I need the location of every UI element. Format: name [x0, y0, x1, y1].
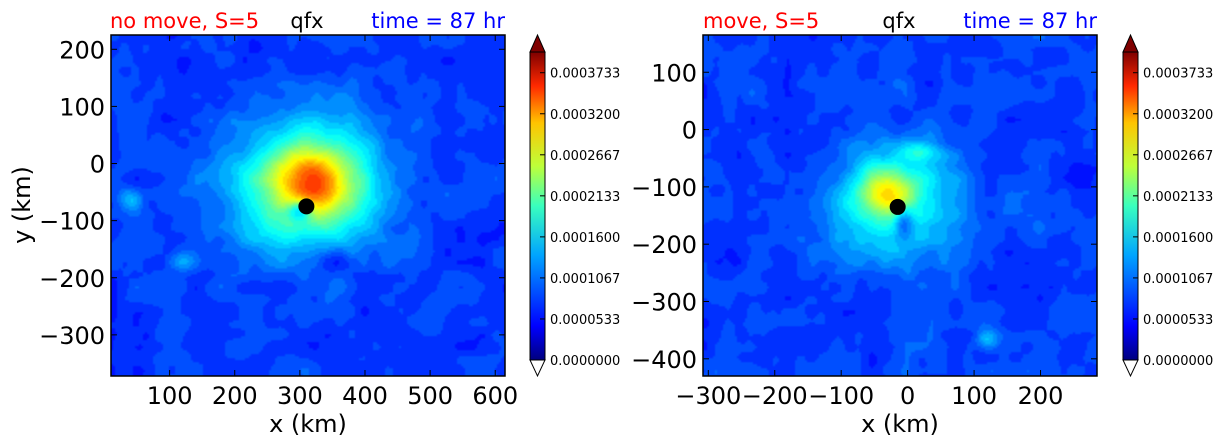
panel-left-title-right: time = 87 hr	[371, 9, 505, 33]
colorbar-tick-label: 0.0003200	[550, 108, 620, 123]
y-tick-label: −300	[39, 322, 105, 350]
x-axis-label-right: x (km)	[861, 410, 939, 438]
colorbar-left-ticks: 0.0000000 0.0000533 0.0001067 0.0001600 0.00…	[540, 67, 620, 369]
y-axis-label-left: y (km)	[8, 166, 36, 244]
colorbar-tick-label: 0.0002133	[1143, 190, 1213, 205]
plot-frame-left	[110, 34, 506, 377]
x-tick-label: 100	[147, 382, 193, 410]
storm-center-marker-right	[889, 198, 906, 215]
colorbar-left	[529, 51, 546, 361]
x-tick-label: 300	[277, 382, 323, 410]
colorbar-tick-label: 0.0002667	[1143, 149, 1213, 164]
x-tick-label: −200	[742, 382, 808, 410]
colorbar-tick-label: 0.0001600	[550, 231, 620, 246]
y-tick-label: −400	[631, 346, 697, 374]
x-tick-label: 200	[212, 382, 258, 410]
x-tick-label: 0	[900, 382, 915, 410]
colorbar-tick-label: 0.0001067	[1143, 272, 1213, 287]
y-ticks-right: 100 0 −100 −200 −300 −400	[631, 59, 1097, 374]
y-tick-label: −300	[631, 288, 697, 316]
x-axis-label-left: x (km)	[269, 410, 347, 438]
x-tick-label: 400	[342, 382, 388, 410]
colorbar-right-extend-max	[1122, 33, 1139, 53]
y-tick-label: −100	[631, 174, 697, 202]
y-tick-label: 100	[59, 93, 105, 121]
colorbar-right-extend-min	[1122, 359, 1139, 378]
colorbar-tick-label: 0.0003733	[1143, 67, 1213, 82]
colorbar-tick-label: 0.0000000	[1143, 354, 1213, 369]
plot-frame-right	[702, 34, 1098, 377]
x-tick-label: −100	[808, 382, 874, 410]
panel-right-title-center: qfx	[882, 9, 915, 33]
colorbar-right-ticks: 0.0000000 0.0000533 0.0001067 0.0001600 0.00…	[1133, 67, 1213, 369]
colorbar-right	[1122, 51, 1139, 361]
colorbar-tick-label: 0.0003733	[550, 67, 620, 82]
y-tick-label: −100	[39, 208, 105, 236]
y-tick-label: 100	[651, 59, 697, 87]
colorbar-tick-label: 0.0001600	[1143, 231, 1213, 246]
panel-right: move, S=5 qfx time = 87 hr −300 −200 −100 0…	[631, 9, 1213, 438]
panel-left-title-left: no move, S=5	[110, 9, 259, 33]
y-tick-label: 0	[90, 151, 105, 179]
y-tick-label: 0	[682, 117, 697, 145]
x-tick-label: 500	[407, 382, 453, 410]
colorbar-tick-label: 0.0000000	[550, 354, 620, 369]
x-tick-label: 100	[951, 382, 997, 410]
y-tick-label: −200	[631, 231, 697, 259]
x-tick-label: 600	[472, 382, 518, 410]
x-tick-label: 200	[1018, 382, 1064, 410]
colorbar-tick-label: 0.0002667	[550, 149, 620, 164]
colorbar-tick-label: 0.0001067	[550, 272, 620, 287]
colorbar-left-extend-min	[529, 359, 546, 378]
panel-right-title-left: move, S=5	[703, 9, 819, 33]
x-tick-label: −300	[675, 382, 741, 410]
storm-center-marker-left	[298, 198, 315, 215]
colorbar-tick-label: 0.0000533	[550, 313, 620, 328]
y-tick-label: 200	[59, 36, 105, 64]
y-tick-label: −200	[39, 265, 105, 293]
x-ticks-left: 100 200 300 400 500 600	[147, 35, 518, 410]
x-ticks-right: −300 −200 −100 0 100 200	[675, 35, 1063, 410]
panel-right-title-right: time = 87 hr	[963, 9, 1097, 33]
y-ticks-left: 200 100 0 −100 −200 −300	[39, 36, 505, 350]
colorbar-tick-label: 0.0002133	[550, 190, 620, 205]
colorbar-tick-label: 0.0000533	[1143, 313, 1213, 328]
colorbar-left-extend-max	[529, 33, 546, 53]
panel-left-title-center: qfx	[290, 9, 323, 33]
panel-left: no move, S=5 qfx time = 87 hr 100 200 300 4…	[8, 9, 620, 438]
colorbar-tick-label: 0.0003200	[1143, 108, 1213, 123]
